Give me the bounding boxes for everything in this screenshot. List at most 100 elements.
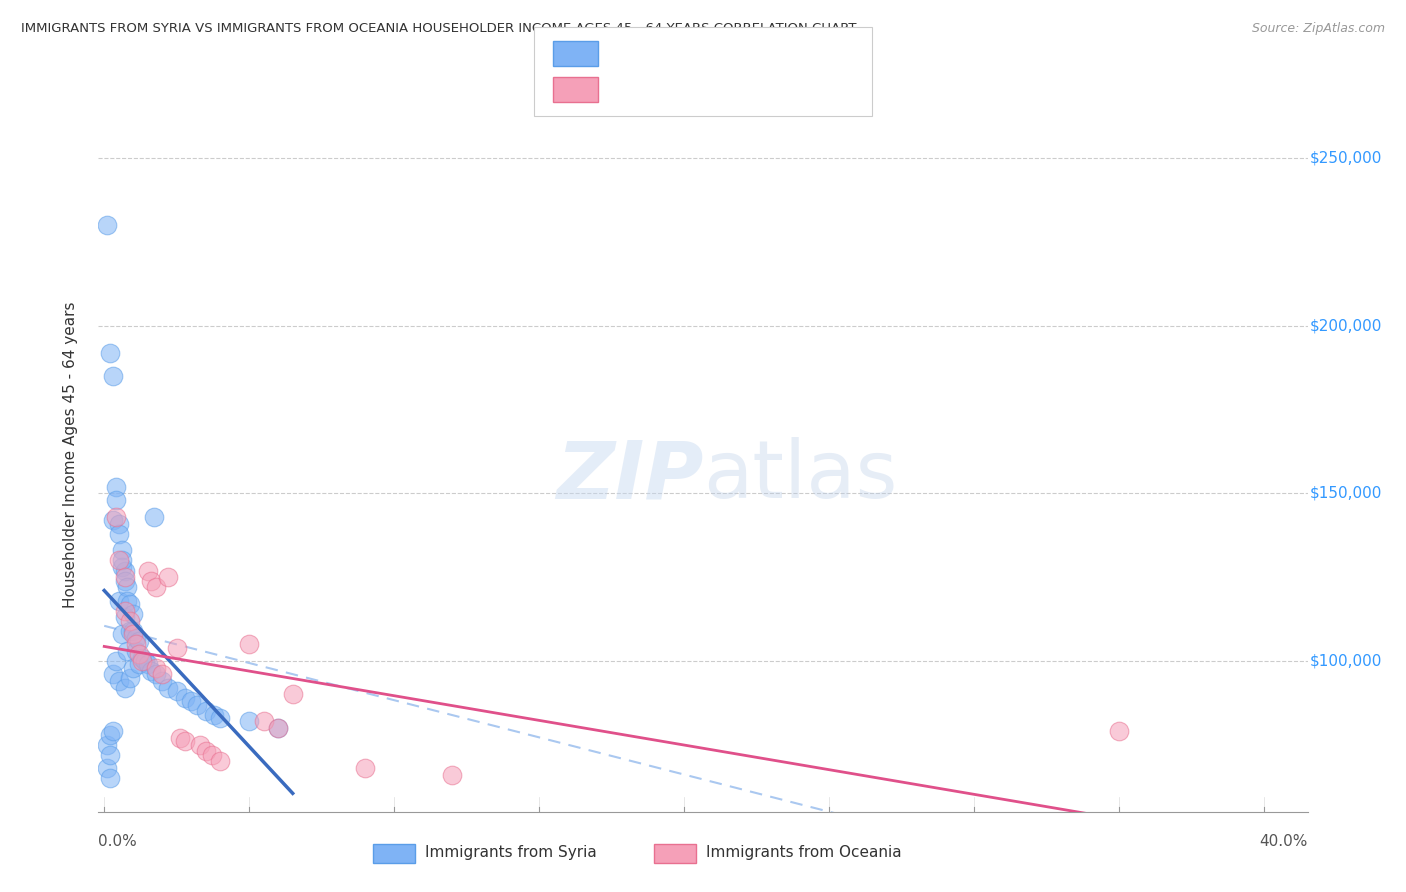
- Point: [96, 761, 118, 775]
- Point: [145, 660, 167, 674]
- Point: [128, 633, 150, 648]
- Point: [114, 681, 136, 695]
- Point: [101, 724, 124, 739]
- Point: [174, 690, 197, 705]
- Text: N =: N =: [731, 82, 768, 97]
- Point: [98, 345, 121, 359]
- Point: [134, 654, 156, 668]
- Point: [114, 610, 136, 624]
- Point: [117, 593, 139, 607]
- Point: [441, 768, 464, 782]
- Point: [107, 593, 129, 607]
- Point: [139, 574, 162, 588]
- Point: [122, 607, 145, 621]
- Point: [169, 731, 191, 745]
- Point: [174, 734, 197, 748]
- Point: [281, 688, 304, 702]
- Point: [98, 728, 121, 742]
- Point: [110, 627, 132, 641]
- Point: [107, 516, 129, 531]
- Text: $100,000: $100,000: [1310, 654, 1382, 668]
- Point: [180, 694, 202, 708]
- Point: [98, 747, 121, 762]
- Text: $150,000: $150,000: [1310, 486, 1382, 501]
- Point: [120, 614, 142, 628]
- Point: [117, 644, 139, 658]
- Text: atlas: atlas: [703, 437, 897, 516]
- Point: [101, 513, 124, 527]
- Point: [120, 671, 142, 685]
- Point: [128, 647, 150, 661]
- Point: [267, 721, 290, 735]
- Point: [1108, 724, 1130, 739]
- Point: [202, 707, 225, 722]
- Point: [139, 664, 162, 678]
- Point: [125, 644, 148, 658]
- Point: [114, 604, 136, 618]
- Point: [145, 667, 167, 681]
- Point: [253, 714, 276, 729]
- Point: [110, 553, 132, 567]
- Text: ZIP: ZIP: [555, 437, 703, 516]
- Point: [131, 650, 153, 665]
- Point: [107, 526, 129, 541]
- Point: [131, 654, 153, 668]
- Point: [136, 657, 159, 672]
- Text: Immigrants from Syria: Immigrants from Syria: [425, 846, 596, 860]
- Text: -0.077: -0.077: [651, 46, 709, 61]
- Point: [142, 509, 165, 524]
- Point: [145, 580, 167, 594]
- Point: [96, 738, 118, 752]
- Point: [200, 747, 222, 762]
- Point: [98, 771, 121, 785]
- Point: [238, 714, 260, 729]
- Text: $200,000: $200,000: [1310, 318, 1382, 334]
- Point: [188, 738, 211, 752]
- Point: [122, 660, 145, 674]
- Text: R =: R =: [609, 46, 644, 61]
- Text: Immigrants from Oceania: Immigrants from Oceania: [706, 846, 901, 860]
- Y-axis label: Householder Income Ages 45 - 64 years: Householder Income Ages 45 - 64 years: [63, 301, 77, 608]
- Point: [110, 543, 132, 558]
- Text: 40.0%: 40.0%: [1260, 834, 1308, 849]
- Point: [120, 597, 142, 611]
- Point: [166, 684, 188, 698]
- Point: [128, 657, 150, 672]
- Text: 0.0%: 0.0%: [98, 834, 138, 849]
- Point: [166, 640, 188, 655]
- Point: [96, 219, 118, 233]
- Point: [267, 721, 290, 735]
- Point: [209, 755, 232, 769]
- Point: [114, 570, 136, 584]
- Point: [104, 480, 127, 494]
- Point: [110, 560, 132, 574]
- Point: [114, 564, 136, 578]
- Point: [194, 744, 217, 758]
- Text: IMMIGRANTS FROM SYRIA VS IMMIGRANTS FROM OCEANIA HOUSEHOLDER INCOME AGES 45 - 64: IMMIGRANTS FROM SYRIA VS IMMIGRANTS FROM…: [21, 22, 856, 36]
- Point: [101, 369, 124, 384]
- Point: [156, 570, 179, 584]
- Text: $250,000: $250,000: [1310, 151, 1382, 166]
- Text: 56: 56: [770, 46, 793, 61]
- Point: [104, 654, 127, 668]
- Point: [238, 637, 260, 651]
- Point: [104, 509, 127, 524]
- Point: [209, 711, 232, 725]
- Point: [120, 624, 142, 638]
- Point: [125, 631, 148, 645]
- Point: [117, 580, 139, 594]
- Point: [194, 704, 217, 718]
- Point: [107, 553, 129, 567]
- Point: [104, 493, 127, 508]
- Point: [122, 624, 145, 638]
- Point: [125, 637, 148, 651]
- Point: [186, 698, 208, 712]
- Point: [107, 674, 129, 689]
- Point: [101, 667, 124, 681]
- Text: 29: 29: [770, 82, 793, 97]
- Text: R =: R =: [609, 82, 644, 97]
- Point: [156, 681, 179, 695]
- Point: [354, 761, 377, 775]
- Point: [122, 627, 145, 641]
- Point: [150, 674, 173, 689]
